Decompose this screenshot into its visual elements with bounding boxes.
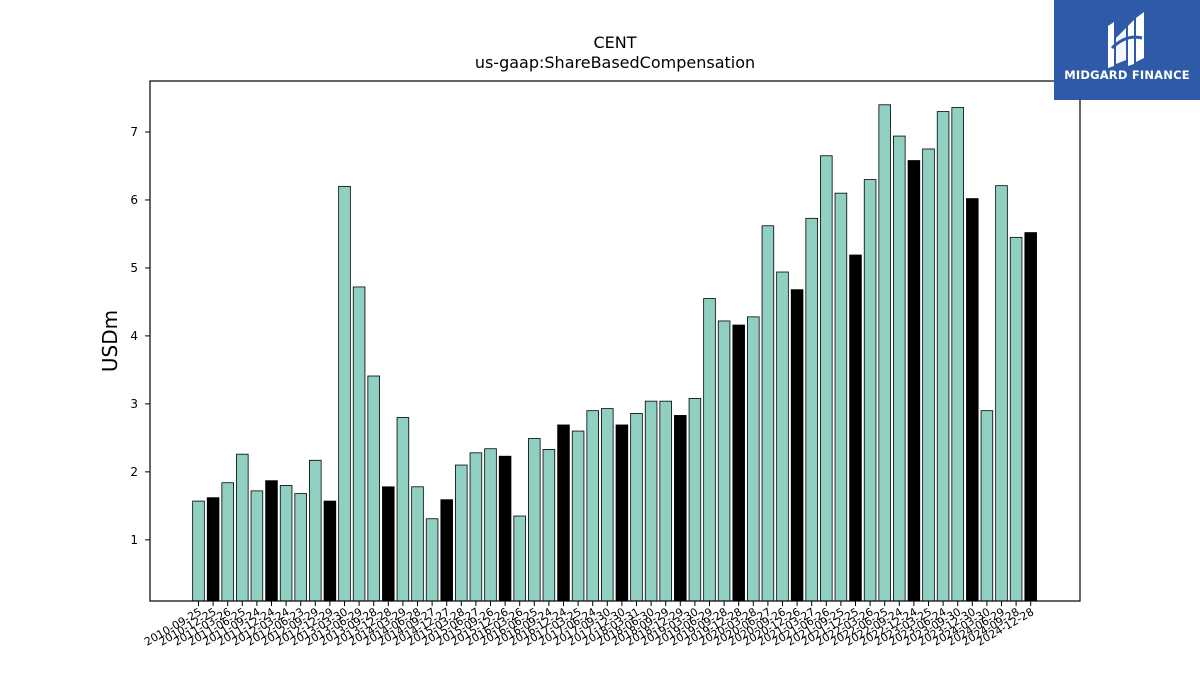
bar — [849, 254, 862, 602]
bar — [338, 185, 351, 602]
midgard-logo-icon — [1108, 12, 1144, 68]
bar — [557, 424, 570, 602]
bar — [192, 500, 205, 602]
bar — [615, 424, 629, 602]
bar — [250, 490, 264, 602]
bar — [513, 515, 526, 602]
bar — [323, 500, 337, 602]
bar — [688, 398, 702, 602]
bar — [717, 320, 731, 602]
bars-group — [192, 104, 1037, 602]
bar — [396, 417, 410, 602]
bar — [732, 324, 745, 602]
bar — [1009, 236, 1023, 602]
bar — [382, 486, 395, 602]
bar — [206, 497, 220, 602]
bar — [966, 198, 979, 602]
bar — [221, 482, 234, 602]
x-axis-ticks: 2010-09-252010-12-252011-03-262011-06-25… — [142, 601, 1036, 649]
chart-title: CENT — [593, 33, 636, 52]
plot-area-frame — [149, 80, 1081, 602]
bar — [790, 289, 804, 602]
bar — [455, 464, 468, 602]
brand-logo: MIDGARD FINANCE — [1054, 0, 1200, 100]
y-tick-label: 1 — [130, 533, 138, 547]
bar — [309, 459, 322, 602]
bar — [528, 438, 541, 602]
bar — [571, 430, 585, 602]
bar — [601, 408, 614, 602]
bar — [878, 104, 891, 602]
bar — [411, 486, 424, 602]
chart-subtitle: us-gaap:ShareBasedCompensation — [475, 53, 755, 72]
bar — [893, 135, 906, 602]
y-tick-label: 7 — [130, 125, 138, 139]
bar — [922, 148, 935, 602]
bar — [703, 298, 716, 602]
bar — [279, 485, 293, 602]
y-tick-label: 4 — [130, 329, 138, 343]
y-tick-label: 2 — [130, 465, 138, 479]
brand-name: MIDGARD FINANCE — [1064, 68, 1190, 82]
bar — [907, 160, 921, 602]
bar — [644, 400, 658, 602]
bar — [674, 415, 687, 602]
bar — [747, 316, 760, 602]
bar — [352, 286, 366, 602]
bar — [294, 493, 307, 602]
bar — [498, 455, 512, 602]
bar — [630, 412, 643, 602]
bar — [936, 111, 950, 602]
bar — [1024, 232, 1037, 602]
bar — [542, 449, 556, 602]
bar — [659, 400, 672, 602]
bar — [834, 192, 848, 602]
bar — [863, 179, 877, 602]
bar — [425, 518, 439, 602]
bar — [980, 410, 994, 602]
bar — [995, 185, 1008, 602]
bar — [469, 452, 483, 602]
y-tick-label: 5 — [130, 261, 138, 275]
y-axis-ticks: 1 2 3 4 5 6 7 — [130, 125, 150, 547]
bar — [367, 375, 380, 602]
bar — [440, 499, 453, 602]
bar — [761, 225, 775, 602]
y-tick-label: 6 — [130, 193, 138, 207]
bar — [586, 410, 599, 602]
bar — [236, 453, 249, 602]
y-axis-label: USDm — [98, 310, 122, 372]
bar — [484, 448, 497, 602]
bar — [951, 107, 964, 602]
bar — [820, 155, 833, 602]
bar — [805, 217, 818, 602]
bar — [776, 271, 789, 602]
y-tick-label: 3 — [130, 397, 138, 411]
bar — [265, 480, 278, 602]
